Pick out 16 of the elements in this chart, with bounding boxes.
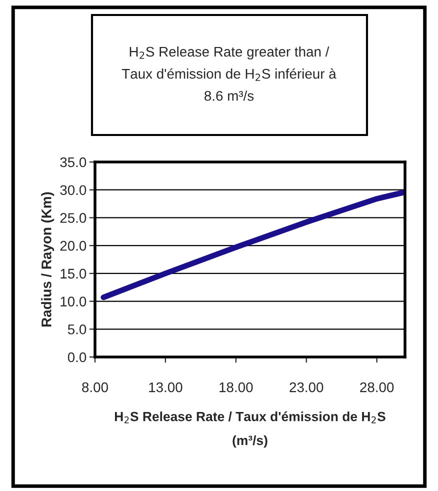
y-tick-label: 35.0 <box>60 157 86 168</box>
y-tick-label: 30.0 <box>60 185 86 196</box>
chart-title: H$_{2}$S Release Rate greater than / Taux d'émission de H$_{2}$S inférieur à 8.6 m³/s <box>122 46 336 101</box>
y-tick-label: 5.0 <box>68 324 86 334</box>
y-tick-label: 0.0 <box>68 352 86 362</box>
y-tick-label: 25.0 <box>60 213 86 223</box>
x-tick-label: 18.00 <box>220 382 253 392</box>
y-tick-label: 15.0 <box>60 268 86 279</box>
x-tick-label: 8.00 <box>82 382 108 392</box>
y-tick-label: 10.0 <box>60 296 86 306</box>
x-tick-label: 23.00 <box>290 382 324 392</box>
text: H$_{2}$S Release Rate / Taux d'émission de H$_{2}$S (m³/s) <box>114 411 386 448</box>
x-tick-label: 13.00 <box>149 382 182 392</box>
y-axis-title: Radius / Rayon (Km) <box>41 192 54 326</box>
x-tick-label: 28.00 <box>360 382 394 392</box>
y-tick-label: 20.0 <box>60 240 86 251</box>
